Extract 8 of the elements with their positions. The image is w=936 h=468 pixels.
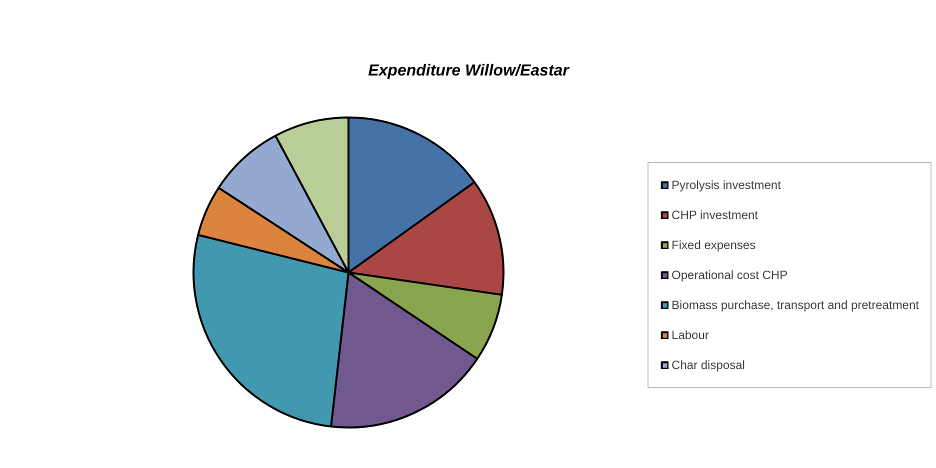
legend-label: Pyrolysis investment bbox=[672, 177, 781, 194]
legend-label: Operational cost CHP bbox=[672, 267, 788, 284]
legend-label: Fixed expenses bbox=[672, 237, 756, 254]
legend-label: Biomass purchase, transport and pretreatment bbox=[672, 297, 919, 314]
legend-label: CHP investment bbox=[672, 207, 758, 224]
chart-title: Expenditure Willow/Eastar bbox=[368, 62, 570, 80]
legend-label: Char disposal bbox=[672, 357, 745, 374]
legend-label: Labour bbox=[672, 327, 709, 344]
